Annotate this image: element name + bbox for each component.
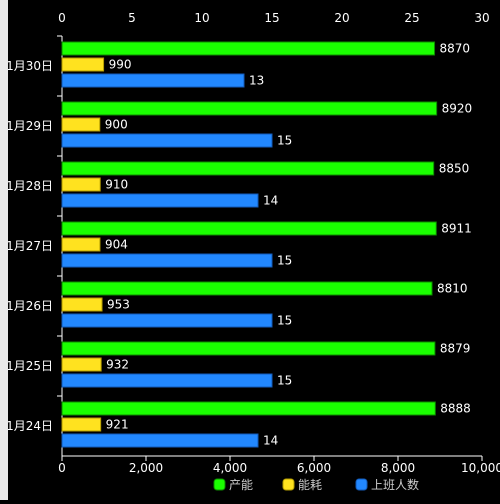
x-top-tick-label: 20 xyxy=(334,11,349,25)
x-top-tick-label: 0 xyxy=(58,11,66,25)
data-label: 8879 xyxy=(440,342,471,356)
bar-energy xyxy=(61,177,101,192)
x-top-tick-label: 15 xyxy=(264,11,279,25)
x-bottom-tick-label: 6,000 xyxy=(297,461,331,475)
data-label: 8920 xyxy=(442,102,473,116)
x-top-tick-label: 10 xyxy=(194,11,209,25)
data-label: 15 xyxy=(277,254,292,268)
bar-capacity xyxy=(61,161,435,176)
data-label: 8850 xyxy=(439,162,470,176)
x-top-tick-label: 30 xyxy=(474,11,489,25)
bar-energy xyxy=(61,297,103,312)
bar-capacity xyxy=(61,401,436,416)
data-label: 990 xyxy=(109,58,132,72)
y-category-label: 1月28日 xyxy=(6,179,53,193)
legend-swatch xyxy=(355,478,368,491)
data-label: 904 xyxy=(105,238,128,252)
bar-energy xyxy=(61,357,102,372)
y-category-label: 1月25日 xyxy=(6,359,53,373)
data-label: 8810 xyxy=(437,282,468,296)
x-bottom-tick-label: 2,000 xyxy=(129,461,163,475)
y-category-label: 1月26日 xyxy=(6,299,53,313)
left-edge-strip xyxy=(0,0,8,500)
bar-workers xyxy=(61,253,273,268)
bar-energy xyxy=(61,237,101,252)
data-label: 14 xyxy=(263,194,278,208)
x-bottom-tick-label: 4,000 xyxy=(213,461,247,475)
y-category-label: 1月24日 xyxy=(6,419,53,433)
data-label: 15 xyxy=(277,134,292,148)
data-label: 8911 xyxy=(441,222,472,236)
bar-workers xyxy=(61,133,273,148)
bar-capacity xyxy=(61,341,436,356)
y-category-label: 1月29日 xyxy=(6,119,53,133)
legend-label: 能耗 xyxy=(298,478,322,492)
bar-capacity xyxy=(61,101,438,116)
data-label: 15 xyxy=(277,314,292,328)
bar-workers xyxy=(61,73,245,88)
legend-swatch xyxy=(282,478,295,491)
x-bottom-tick-label: 0 xyxy=(58,461,66,475)
bar-workers xyxy=(61,373,273,388)
data-label: 953 xyxy=(107,298,130,312)
data-label: 932 xyxy=(106,358,129,372)
data-label: 14 xyxy=(263,434,278,448)
data-label: 910 xyxy=(105,178,128,192)
bar-workers xyxy=(61,193,259,208)
legend-label: 产能 xyxy=(229,478,253,492)
bar-workers xyxy=(61,313,273,328)
data-label: 900 xyxy=(105,118,128,132)
bar-energy xyxy=(61,117,101,132)
x-top-tick-label: 5 xyxy=(128,11,136,25)
bar-capacity xyxy=(61,221,437,236)
data-label: 8888 xyxy=(440,402,471,416)
x-bottom-tick-label: 10,000 xyxy=(461,461,500,475)
data-label: 13 xyxy=(249,74,264,88)
data-label: 921 xyxy=(106,418,129,432)
y-category-label: 1月27日 xyxy=(6,239,53,253)
bar-capacity xyxy=(61,281,433,296)
bar-energy xyxy=(61,417,102,432)
data-label: 15 xyxy=(277,374,292,388)
x-bottom-tick-label: 8,000 xyxy=(381,461,415,475)
legend-swatch xyxy=(213,478,226,491)
bar-workers xyxy=(61,433,259,448)
data-label: 8870 xyxy=(440,42,471,56)
x-top-tick-label: 25 xyxy=(404,11,419,25)
bar-capacity xyxy=(61,41,436,56)
legend-label: 上班人数 xyxy=(371,477,419,492)
y-category-label: 1月30日 xyxy=(6,59,53,73)
bar-energy xyxy=(61,57,105,72)
